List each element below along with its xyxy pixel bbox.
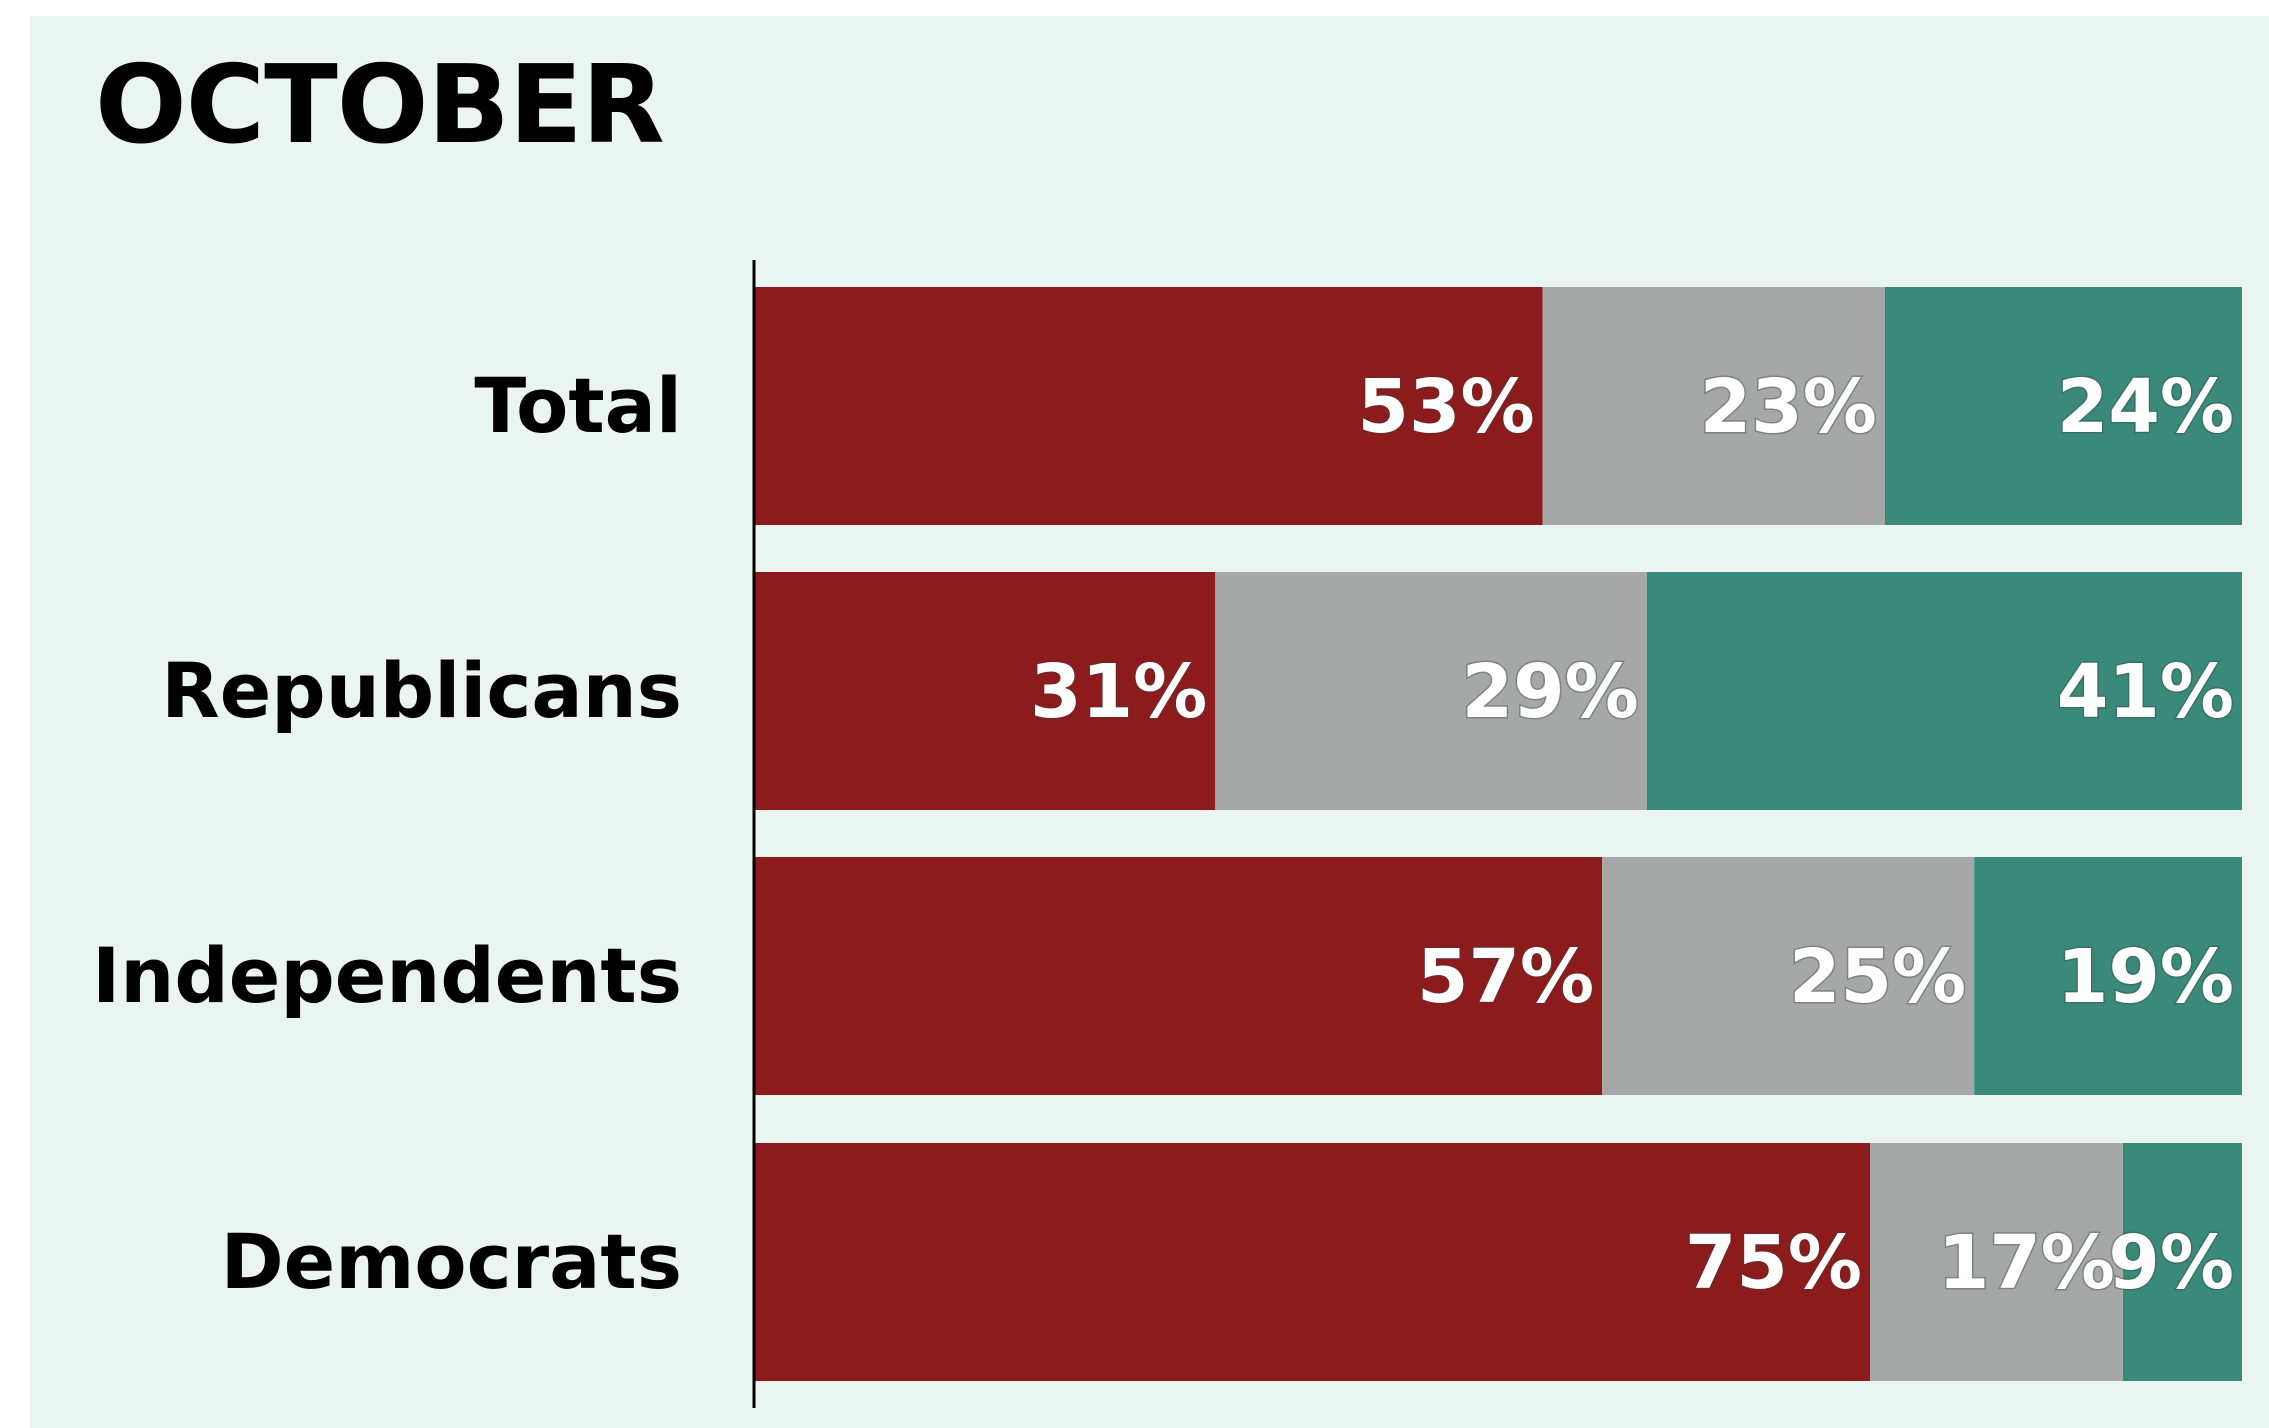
bar-segment xyxy=(2122,1143,2242,1381)
bar-segment xyxy=(754,857,1603,1095)
bar-segment xyxy=(1870,1143,2123,1381)
bar-segment xyxy=(754,287,1543,525)
bar-value-label: 41% xyxy=(2057,649,2234,735)
bar-value-label: 25% xyxy=(1789,934,1966,1020)
category-label: Republicans xyxy=(161,646,682,735)
category-label: Independents xyxy=(92,931,682,1020)
bar-segment xyxy=(754,572,1216,810)
bar-value-label: 53% xyxy=(1358,364,1535,450)
bar-value-label: 17% xyxy=(1938,1220,2115,1306)
value-labels-layer: 53% 23% 24% 31% 29% 41% 57% 25% 19% 75% 17%9% xyxy=(1029,363,2236,1308)
bar-value-label: 23% xyxy=(1700,364,1877,450)
category-labels-layer: Total Republicans Independents Democrats xyxy=(92,361,682,1306)
bar-segment xyxy=(1215,572,1647,810)
bar-segment xyxy=(1884,287,2242,525)
bar-segment xyxy=(754,1143,1870,1381)
bar-value-label: 57% xyxy=(1417,934,1594,1020)
bars-layer xyxy=(754,287,2242,1381)
bar-value-label: 29% xyxy=(1462,649,1639,735)
bar-segment xyxy=(1646,572,2242,810)
bar-value-label: 9% xyxy=(2108,1220,2234,1306)
category-label: Democrats xyxy=(221,1217,682,1306)
bar-segment xyxy=(1542,287,1885,525)
chart-title: OCTOBER xyxy=(95,43,665,168)
bar-value-label: 24% xyxy=(2057,364,2234,450)
bar-value-label: 31% xyxy=(1030,649,1207,735)
category-label: Total xyxy=(474,361,682,450)
bar-segment xyxy=(1974,857,2242,1095)
bar-segment xyxy=(1602,857,1975,1095)
bar-value-label: 19% xyxy=(2057,934,2234,1020)
bar-value-label: 75% xyxy=(1685,1220,1862,1306)
